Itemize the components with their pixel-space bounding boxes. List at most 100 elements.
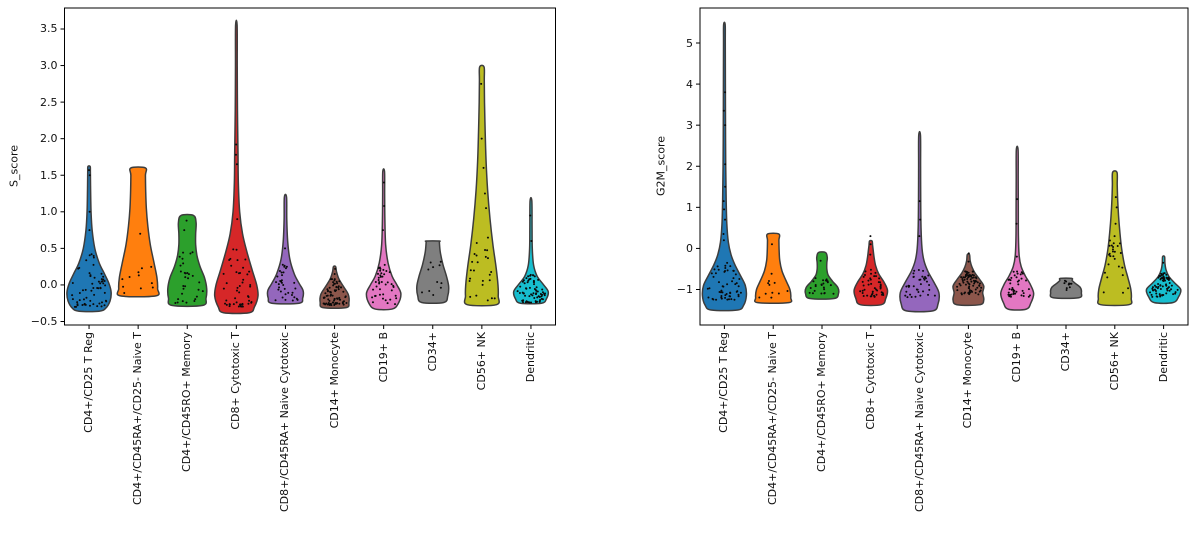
data-point — [1016, 272, 1019, 275]
data-point — [729, 265, 732, 268]
x-tick-label: CD8+/CD45RA+ Naive Cytotoxic — [278, 332, 292, 513]
data-point — [194, 298, 197, 301]
data-point — [927, 274, 930, 277]
x-tick-label: Dendritic — [523, 332, 537, 383]
data-point — [178, 255, 181, 258]
data-point — [878, 277, 881, 280]
data-point — [814, 277, 817, 280]
data-point — [78, 299, 81, 302]
data-point — [242, 266, 245, 269]
data-point — [1027, 288, 1030, 291]
data-point — [181, 257, 184, 260]
data-point — [875, 275, 877, 278]
data-point — [100, 280, 103, 283]
data-point — [814, 283, 817, 286]
data-point — [244, 258, 247, 261]
data-point — [291, 291, 294, 294]
data-point — [917, 291, 920, 294]
data-point — [1068, 286, 1071, 289]
data-point — [1170, 288, 1173, 291]
data-point — [76, 301, 79, 304]
data-point — [768, 283, 771, 286]
data-point — [737, 293, 740, 296]
data-point — [735, 282, 738, 285]
data-point — [385, 270, 388, 273]
data-point-outlier — [234, 153, 237, 156]
data-point — [707, 296, 710, 299]
data-point — [1013, 274, 1016, 277]
data-point — [724, 270, 727, 273]
data-point — [333, 297, 336, 300]
data-point — [1151, 286, 1154, 289]
data-point — [176, 301, 179, 304]
data-point — [1161, 294, 1164, 297]
data-point-outlier — [869, 243, 872, 246]
data-point — [717, 281, 720, 284]
data-point — [371, 296, 374, 299]
data-point — [927, 293, 930, 296]
data-point — [862, 294, 865, 297]
data-point — [734, 273, 737, 276]
y-tick-label: 1.0 — [40, 205, 58, 219]
strip-points-2 — [808, 259, 835, 295]
data-point — [333, 303, 336, 306]
data-point-outlier — [88, 229, 91, 232]
data-point — [191, 274, 194, 277]
data-point — [238, 291, 241, 294]
data-point — [971, 276, 974, 279]
data-point — [1025, 279, 1028, 282]
data-point — [342, 303, 345, 306]
data-point — [232, 303, 235, 306]
data-point — [971, 290, 974, 293]
data-point — [97, 280, 100, 283]
data-point — [150, 265, 153, 268]
data-point — [958, 282, 961, 285]
data-point — [721, 291, 724, 294]
data-point — [1118, 242, 1121, 245]
x-tick-label: CD19+ B — [1010, 332, 1024, 383]
data-point — [331, 294, 334, 297]
data-point — [381, 275, 384, 278]
y-tick-label: 4 — [686, 77, 693, 91]
data-point — [85, 296, 88, 299]
data-point — [974, 288, 977, 291]
data-point — [823, 288, 826, 291]
data-point — [98, 302, 101, 305]
data-point — [1159, 294, 1162, 297]
data-point — [966, 277, 969, 280]
data-point-outlier — [480, 137, 483, 140]
axes-left — [60, 7, 556, 329]
data-point — [1106, 276, 1109, 279]
data-point — [222, 287, 225, 290]
data-point-outlier — [139, 232, 142, 235]
data-point-outlier — [722, 233, 725, 236]
data-point — [731, 280, 734, 283]
data-point — [767, 282, 770, 285]
data-point — [1020, 294, 1023, 297]
data-point — [71, 294, 74, 297]
data-point — [867, 279, 870, 282]
data-point — [377, 276, 380, 279]
data-point — [250, 300, 253, 303]
data-point — [248, 299, 251, 302]
data-point — [733, 298, 736, 301]
data-point — [770, 272, 773, 275]
data-point — [960, 276, 963, 279]
data-point — [100, 305, 103, 308]
data-point — [525, 277, 528, 280]
data-point — [139, 287, 142, 290]
data-point — [337, 288, 340, 291]
data-point — [525, 300, 528, 303]
data-point — [518, 292, 521, 295]
data-point — [1157, 276, 1160, 279]
data-point — [377, 278, 380, 281]
strip-points-9 — [1149, 261, 1179, 298]
data-point — [867, 283, 870, 286]
data-point — [151, 286, 154, 289]
data-point — [184, 276, 187, 279]
data-point — [93, 276, 96, 279]
data-point — [388, 271, 391, 274]
data-point — [241, 302, 244, 305]
x-tick-label: CD8+ Cytotoxic T — [863, 332, 877, 430]
data-point — [956, 289, 959, 292]
